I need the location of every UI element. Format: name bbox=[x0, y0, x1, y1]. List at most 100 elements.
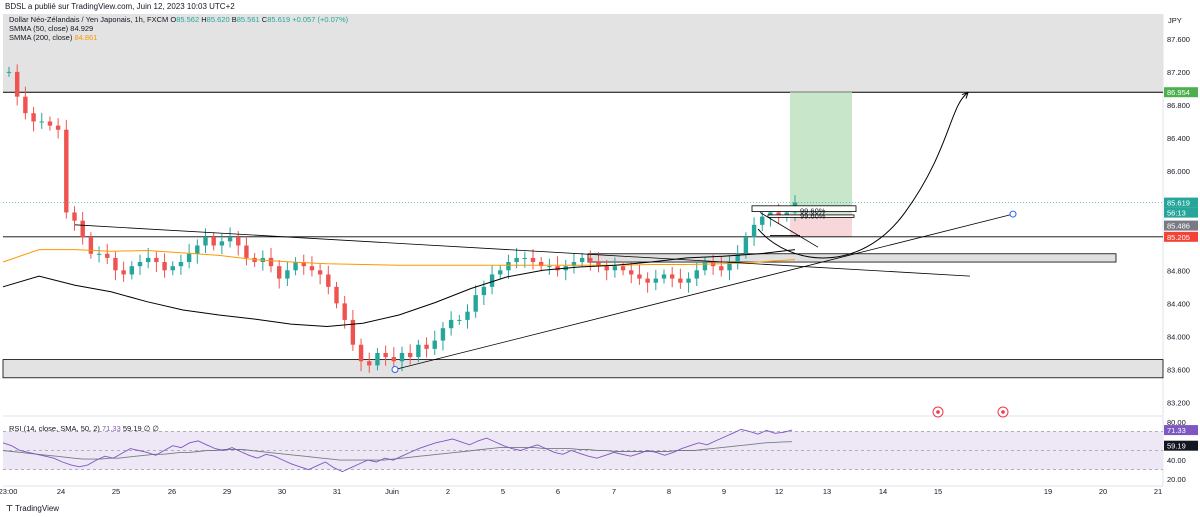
candle-body bbox=[694, 270, 699, 279]
candle-body bbox=[489, 274, 495, 287]
pattern-box bbox=[767, 214, 855, 218]
time-tick-label: Juin bbox=[385, 487, 399, 496]
candle-body bbox=[383, 352, 388, 358]
entry-price-tag-text: 85.486 bbox=[1167, 222, 1190, 231]
stop-price-tag bbox=[1164, 231, 1198, 242]
time-tick-label: 8 bbox=[667, 487, 671, 496]
price-tick-label: 84.000 bbox=[1167, 332, 1190, 341]
time-tick-label: 15 bbox=[934, 487, 942, 496]
legend-low-label: B bbox=[231, 15, 237, 24]
legend-smma200-value: 84.861 bbox=[74, 33, 98, 42]
price-tick-label: 83.200 bbox=[1167, 399, 1190, 408]
candle-body bbox=[538, 262, 544, 267]
projection-arrowhead bbox=[961, 91, 969, 99]
candle-body bbox=[653, 278, 659, 283]
time-tick-label: 6 bbox=[556, 487, 560, 496]
time-tick-label: 20 bbox=[1099, 487, 1107, 496]
candle-body bbox=[596, 262, 601, 267]
price-tick-label: 87.200 bbox=[1167, 68, 1190, 77]
rsi-tick-label: 80.00 bbox=[1167, 418, 1186, 427]
legend-smma50-row: SMMA (50, close) 84.929 bbox=[9, 24, 93, 33]
candle-body bbox=[244, 245, 249, 258]
target-price-tag bbox=[1164, 87, 1198, 98]
candle-body bbox=[105, 253, 110, 258]
publisher-bar: BDSL a publié sur TradingView.com, Juin … bbox=[0, 0, 1200, 14]
candle-body bbox=[465, 311, 470, 320]
legend-high-label: H bbox=[201, 15, 207, 24]
time-tick-label: 13 bbox=[823, 487, 831, 496]
legend-smma50-value: 84.929 bbox=[70, 24, 94, 33]
rsi-ma-tag bbox=[1164, 440, 1198, 451]
time-tick-label: 12 bbox=[775, 487, 783, 496]
candle-body bbox=[31, 113, 36, 122]
legend-smma50-label: SMMA (50, close) bbox=[9, 24, 69, 33]
price-tick-label: 87.600 bbox=[1167, 35, 1190, 44]
rsi-ma-tag-text: 59.19 bbox=[1167, 442, 1186, 451]
candle-body bbox=[309, 266, 315, 271]
candle-body bbox=[612, 266, 618, 271]
candle-body bbox=[645, 278, 650, 283]
pattern-line bbox=[759, 212, 819, 248]
candle-body bbox=[96, 253, 102, 255]
stop-box bbox=[790, 213, 852, 237]
legend-open-label: O bbox=[170, 15, 177, 24]
trendline-anchor-handle bbox=[391, 366, 399, 374]
candle-body bbox=[776, 212, 781, 217]
candle-body bbox=[702, 262, 708, 271]
candle-body bbox=[211, 237, 216, 246]
candle-body bbox=[301, 262, 306, 267]
candle-body bbox=[629, 270, 634, 275]
candle-body bbox=[14, 71, 20, 97]
legend-open: 85.562 bbox=[176, 15, 200, 24]
price-tick-label: 86.800 bbox=[1167, 101, 1190, 110]
last-price-tag bbox=[1164, 197, 1198, 208]
candle-body bbox=[768, 212, 773, 217]
candle-body bbox=[530, 257, 536, 263]
candle-body bbox=[6, 71, 12, 73]
rsi-ma-line bbox=[2, 441, 793, 461]
target-price-tag-text: 86.954 bbox=[1167, 88, 1190, 97]
price-tick-label: 84.800 bbox=[1167, 266, 1190, 275]
time-tick-label: 26 bbox=[168, 487, 176, 496]
rsi-tick-label: 20.00 bbox=[1167, 475, 1186, 484]
candle-body bbox=[113, 257, 118, 271]
candle-body bbox=[236, 237, 241, 246]
time-tick-label: 25 bbox=[112, 487, 120, 496]
candle-body bbox=[440, 328, 446, 341]
legend-rsi-value: 71.33 bbox=[101, 424, 121, 433]
candle-body bbox=[317, 270, 323, 275]
candle-body bbox=[293, 262, 298, 271]
smma50-line bbox=[2, 249, 796, 328]
time-tick-label: 23:00 bbox=[0, 487, 17, 496]
footer-brand: TradingView bbox=[15, 504, 60, 513]
candle-body bbox=[743, 237, 749, 254]
rsi-line bbox=[2, 428, 793, 473]
price-tick-label: 83.600 bbox=[1167, 366, 1190, 375]
time-tick-label: 19 bbox=[1044, 487, 1052, 496]
candle-body bbox=[64, 129, 69, 213]
candle-body bbox=[735, 253, 740, 263]
candle-body bbox=[473, 295, 478, 312]
candle-body bbox=[719, 266, 724, 271]
support-zone bbox=[2, 359, 1164, 379]
descending-trendline bbox=[74, 224, 971, 277]
pattern-percent-label: 99.60% bbox=[800, 206, 826, 215]
price-tick-label: 86.400 bbox=[1167, 134, 1190, 143]
entry-price-tag bbox=[1164, 220, 1198, 231]
candle-body bbox=[555, 266, 560, 271]
candle-body bbox=[506, 262, 511, 271]
candle-body bbox=[227, 237, 233, 242]
candle-body bbox=[522, 257, 528, 259]
legend-smma200-label: SMMA (200, close) bbox=[9, 33, 73, 42]
event-marker-dot bbox=[936, 410, 940, 414]
candle-body bbox=[268, 257, 274, 267]
candle-body bbox=[407, 352, 413, 358]
candle-body bbox=[375, 352, 380, 366]
candle-body bbox=[129, 266, 135, 275]
candle-body bbox=[170, 266, 175, 271]
tradingview-logo-icon: ⊤ bbox=[6, 504, 13, 513]
candle-body bbox=[326, 274, 331, 287]
legend-low: 85.561 bbox=[236, 15, 260, 24]
time-tick-label: 21 bbox=[1154, 487, 1162, 496]
